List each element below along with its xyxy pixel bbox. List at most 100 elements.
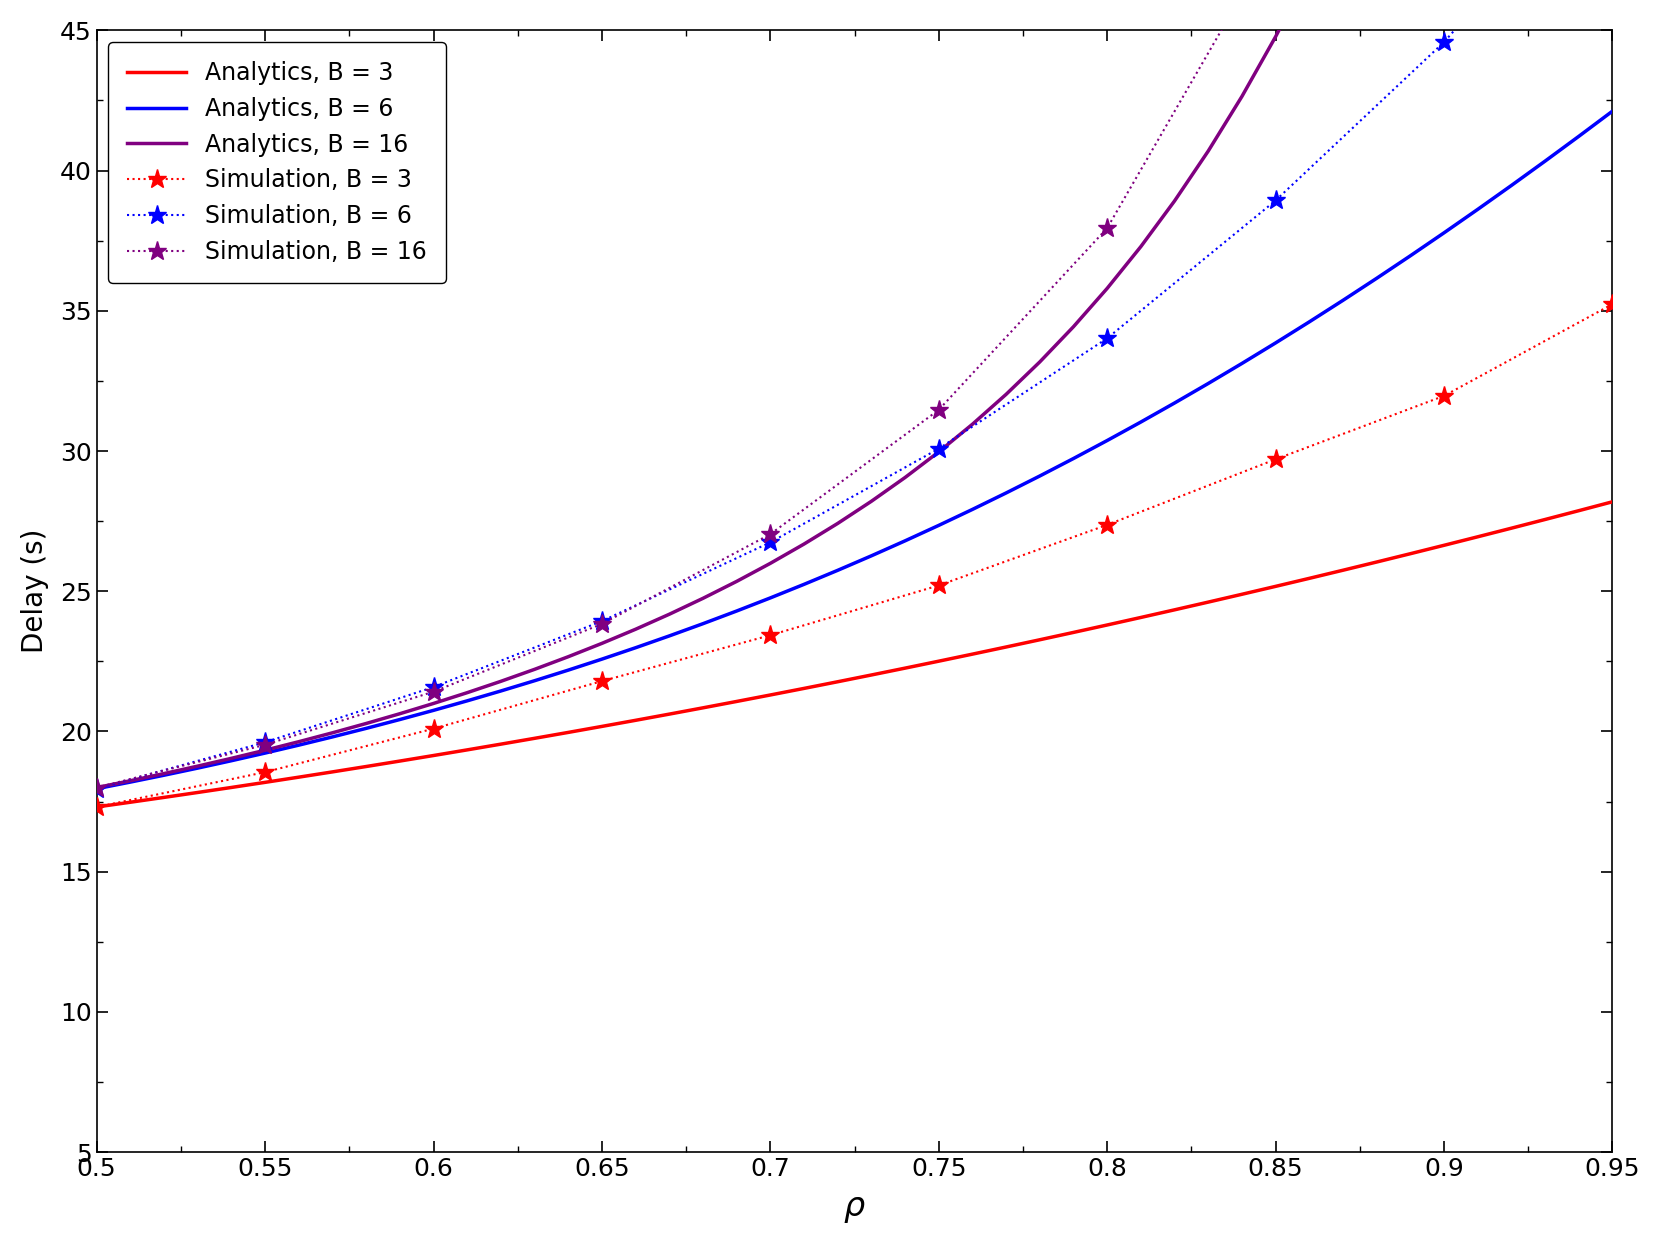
Analytics, B = 6: [221, 754, 241, 769]
Analytics, B = 6: [794, 577, 814, 592]
Analytics, B = 3: [626, 713, 646, 728]
Analytics, B = 3: [1603, 495, 1623, 510]
Analytics, B = 16: [457, 685, 477, 700]
Analytics, B = 3: [1535, 512, 1555, 527]
Analytics, B = 16: [1063, 319, 1083, 334]
Simulation, B = 16: [256, 738, 276, 753]
Analytics, B = 3: [322, 764, 342, 779]
Y-axis label: Delay (s): Delay (s): [22, 530, 48, 653]
Line: Analytics, B = 3: Analytics, B = 3: [96, 502, 1613, 807]
Analytics, B = 6: [289, 738, 309, 753]
Simulation, B = 6: [928, 441, 948, 456]
Analytics, B = 6: [492, 684, 512, 699]
Simulation, B = 6: [591, 613, 611, 628]
Analytics, B = 16: [120, 774, 140, 789]
Analytics, B = 3: [1367, 554, 1387, 569]
Analytics, B = 16: [1098, 280, 1118, 295]
Analytics, B = 6: [1232, 356, 1252, 371]
Analytics, B = 6: [1535, 153, 1555, 168]
Analytics, B = 6: [1266, 335, 1286, 350]
Analytics, B = 3: [256, 775, 276, 790]
Analytics, B = 6: [256, 745, 276, 760]
Analytics, B = 16: [728, 574, 747, 589]
Analytics, B = 6: [1568, 128, 1588, 143]
Analytics, B = 16: [492, 674, 512, 689]
X-axis label: $\rho$: $\rho$: [844, 1192, 865, 1225]
Simulation, B = 3: [1603, 297, 1623, 312]
Analytics, B = 3: [289, 770, 309, 785]
Simulation, B = 6: [761, 535, 781, 549]
Analytics, B = 16: [355, 716, 375, 731]
Analytics, B = 3: [962, 647, 982, 662]
Analytics, B = 3: [221, 780, 241, 795]
Analytics, B = 3: [1232, 587, 1252, 602]
Analytics, B = 6: [997, 486, 1017, 501]
Analytics, B = 16: [693, 591, 713, 606]
Analytics, B = 6: [728, 603, 747, 618]
Simulation, B = 3: [86, 800, 106, 815]
Analytics, B = 3: [827, 674, 847, 689]
Simulation, B = 16: [1098, 221, 1118, 235]
Simulation, B = 6: [1266, 193, 1286, 208]
Analytics, B = 6: [626, 640, 646, 655]
Analytics, B = 16: [895, 470, 915, 485]
Analytics, B = 6: [591, 652, 611, 667]
Analytics, B = 6: [86, 781, 106, 796]
Simulation, B = 6: [424, 679, 443, 694]
Analytics, B = 16: [794, 537, 814, 552]
Analytics, B = 3: [492, 736, 512, 751]
Analytics, B = 16: [997, 386, 1017, 401]
Simulation, B = 16: [86, 780, 106, 795]
Analytics, B = 3: [1131, 611, 1151, 625]
Analytics, B = 6: [1299, 314, 1319, 329]
Analytics, B = 3: [457, 743, 477, 758]
Analytics, B = 6: [1131, 415, 1151, 430]
Analytics, B = 3: [1198, 594, 1218, 609]
Analytics, B = 3: [390, 754, 410, 769]
Line: Simulation, B = 3: Simulation, B = 3: [86, 294, 1623, 816]
Analytics, B = 16: [188, 759, 208, 774]
Analytics, B = 3: [1568, 503, 1588, 518]
Simulation, B = 16: [591, 617, 611, 632]
Simulation, B = 6: [1433, 35, 1453, 50]
Analytics, B = 16: [390, 706, 410, 721]
Analytics, B = 3: [1468, 530, 1488, 545]
Analytics, B = 6: [761, 591, 781, 606]
Analytics, B = 16: [1266, 29, 1286, 44]
Simulation, B = 3: [256, 765, 276, 780]
Analytics, B = 3: [693, 700, 713, 715]
Analytics, B = 16: [591, 635, 611, 650]
Analytics, B = 3: [424, 748, 443, 763]
Analytics, B = 6: [1468, 202, 1488, 217]
Analytics, B = 3: [728, 694, 747, 709]
Analytics, B = 3: [659, 706, 679, 721]
Analytics, B = 6: [1198, 376, 1218, 391]
Analytics, B = 6: [1164, 395, 1184, 410]
Simulation, B = 3: [424, 721, 443, 736]
Analytics, B = 16: [1232, 88, 1252, 103]
Analytics, B = 6: [355, 721, 375, 736]
Simulation, B = 3: [928, 578, 948, 593]
Simulation, B = 3: [1098, 517, 1118, 532]
Analytics, B = 3: [1266, 579, 1286, 594]
Analytics, B = 3: [761, 688, 781, 703]
Analytics, B = 16: [1030, 354, 1050, 369]
Analytics, B = 6: [120, 775, 140, 790]
Legend: Analytics, B = 3, Analytics, B = 6, Analytics, B = 16, Simulation, B = 3, Simula: Analytics, B = 3, Analytics, B = 6, Anal…: [108, 42, 445, 283]
Analytics, B = 3: [1502, 521, 1521, 536]
Analytics, B = 16: [221, 751, 241, 766]
Analytics, B = 16: [322, 725, 342, 740]
Line: Analytics, B = 6: Analytics, B = 6: [96, 111, 1613, 789]
Analytics, B = 6: [1367, 270, 1387, 285]
Analytics, B = 6: [558, 663, 578, 678]
Analytics, B = 6: [862, 548, 882, 563]
Simulation, B = 3: [761, 628, 781, 643]
Analytics, B = 6: [424, 703, 443, 718]
Analytics, B = 6: [1334, 293, 1354, 308]
Analytics, B = 6: [1063, 451, 1083, 466]
Analytics, B = 3: [558, 725, 578, 740]
Analytics, B = 3: [1164, 602, 1184, 617]
Analytics, B = 3: [355, 759, 375, 774]
Analytics, B = 6: [928, 518, 948, 533]
Simulation, B = 3: [591, 674, 611, 689]
